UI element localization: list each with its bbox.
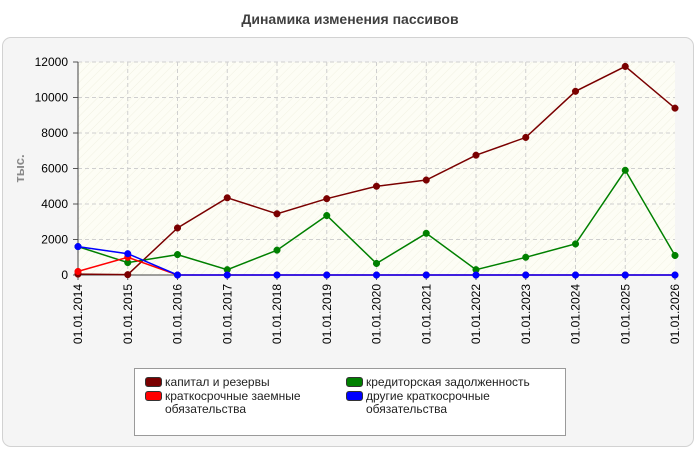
series-2-point [74, 267, 82, 276]
series-0-point [422, 176, 430, 184]
y-tick-label: 12000 [35, 55, 69, 69]
legend-label-payables: кредиторская задолженность [366, 375, 530, 389]
x-tick-label: 01.01.2017 [220, 284, 234, 344]
series-1-point [173, 251, 182, 259]
series-1-point [571, 240, 580, 248]
series-3-point [124, 250, 132, 258]
y-tick-label: 4000 [41, 197, 68, 211]
legend-swatch-short-loans [145, 391, 162, 401]
series-0-point [671, 104, 679, 112]
y-tick-label: 0 [61, 268, 68, 282]
series-3-point [323, 271, 331, 279]
x-tick-label: 01.01.2025 [618, 284, 632, 344]
series-3-point [671, 271, 679, 279]
series-0-point [372, 182, 381, 190]
series-3-point [74, 243, 82, 251]
x-tick-label: 01.01.2021 [419, 284, 433, 344]
legend-label-other-liabilities: другие краткосрочные обязательства [366, 389, 490, 416]
series-1-point [273, 246, 281, 254]
x-tick-label: 01.01.2016 [171, 284, 185, 344]
series-3-point [472, 271, 480, 279]
y-tick-label: 6000 [41, 162, 68, 176]
series-0-point [522, 133, 530, 141]
x-tick-label: 01.01.2023 [519, 284, 533, 344]
series-0-point [571, 87, 580, 95]
series-3-point [522, 271, 530, 279]
series-3-point [422, 271, 430, 279]
series-0-point [273, 210, 281, 218]
x-tick-label: 01.01.2022 [469, 284, 483, 344]
y-axis-label: тыс. [12, 154, 27, 182]
series-1-point [671, 251, 679, 260]
y-tick-label: 8000 [41, 126, 68, 140]
x-tick-label: 01.01.2019 [320, 284, 334, 344]
series-0-point [472, 151, 480, 159]
series-0-point [323, 195, 331, 203]
series-0-point [124, 271, 132, 279]
legend-swatch-capital [145, 377, 162, 387]
x-tick-label: 01.01.2014 [71, 284, 85, 344]
series-3-point [223, 271, 231, 279]
series-1-point [422, 229, 430, 237]
series-1-point [522, 253, 530, 261]
legend-label-capital: капитал и резервы [165, 375, 270, 389]
series-3-point [621, 271, 629, 279]
series-3-point [571, 271, 580, 279]
series-1-point [621, 166, 629, 174]
legend-swatch-payables [346, 377, 363, 387]
series-1-point [372, 259, 381, 268]
series-0-point [173, 224, 182, 232]
series-3-point [372, 271, 381, 279]
y-tick-label: 10000 [35, 91, 69, 105]
x-tick-label: 01.01.2018 [270, 284, 284, 344]
legend-swatch-other-liabilities [346, 391, 363, 401]
y-tick-label: 2000 [41, 233, 68, 247]
series-1-point [323, 211, 331, 220]
series-0-point [621, 62, 629, 70]
x-tick-label: 01.01.2020 [370, 284, 384, 344]
x-tick-label: 01.01.2026 [668, 284, 682, 344]
series-3-point [273, 271, 281, 279]
chart-title: Динамика изменения пассивов [241, 11, 459, 27]
legend-label-short-loans: краткосрочные заемные обязательства [165, 389, 301, 416]
x-tick-label: 01.01.2024 [569, 284, 583, 344]
series-3-point [173, 271, 182, 279]
series-0-point [223, 194, 231, 202]
x-tick-label: 01.01.2015 [121, 284, 135, 344]
chart-legend: капитал и резервы кредиторская задолженн… [134, 368, 566, 436]
